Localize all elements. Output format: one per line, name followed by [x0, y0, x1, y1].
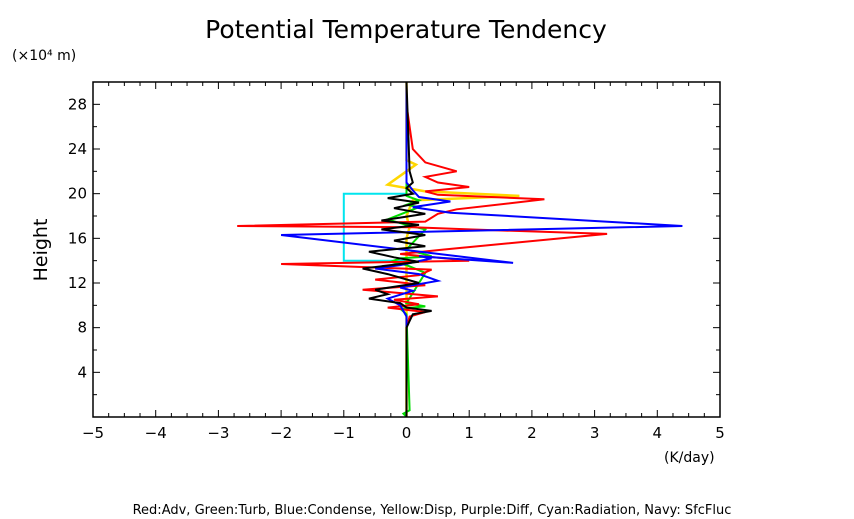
x-tick-label: −4	[145, 424, 167, 442]
y-tick-label: 24	[68, 140, 87, 158]
x-tick-label: 2	[527, 424, 537, 442]
x-tick-label: −3	[207, 424, 229, 442]
y-axis: 4 8 12 16 20 24 28	[68, 95, 720, 396]
y-axis-label: Height	[30, 219, 52, 282]
legend-caption: Red:Adv, Green:Turb, Blue:Condense, Yell…	[133, 503, 732, 518]
x-tick-label: −5	[82, 424, 104, 442]
y-tick-label: 4	[77, 363, 87, 381]
series-line-total	[362, 81, 432, 417]
y-tick-label: 12	[68, 274, 87, 292]
y-tick-label: 16	[68, 229, 87, 247]
series-layer	[237, 81, 683, 418]
x-tick-label: −1	[333, 424, 355, 442]
series-line-adv	[237, 82, 608, 417]
x-tick-label: 4	[653, 424, 663, 442]
y-tick-label: 8	[77, 319, 87, 337]
x-tick-label: −2	[270, 424, 292, 442]
series-line-disp	[384, 82, 520, 417]
x-axis: −5 −4 −3 −2 −1 0 1 2 3 4 5	[82, 82, 725, 442]
y-tick-label: 28	[68, 95, 87, 113]
x-tick-label: 5	[715, 424, 725, 442]
series-line-condense	[280, 82, 683, 417]
x-axis-unit: (K/day)	[664, 450, 715, 466]
x-tick-label: 1	[464, 424, 474, 442]
x-tick-label: 3	[590, 424, 600, 442]
x-tick-label: 0	[402, 424, 412, 442]
y-axis-unit: (×10⁴ m)	[12, 48, 76, 64]
chart-title: Potential Temperature Tendency	[205, 15, 607, 44]
y-tick-label: 20	[68, 185, 87, 203]
